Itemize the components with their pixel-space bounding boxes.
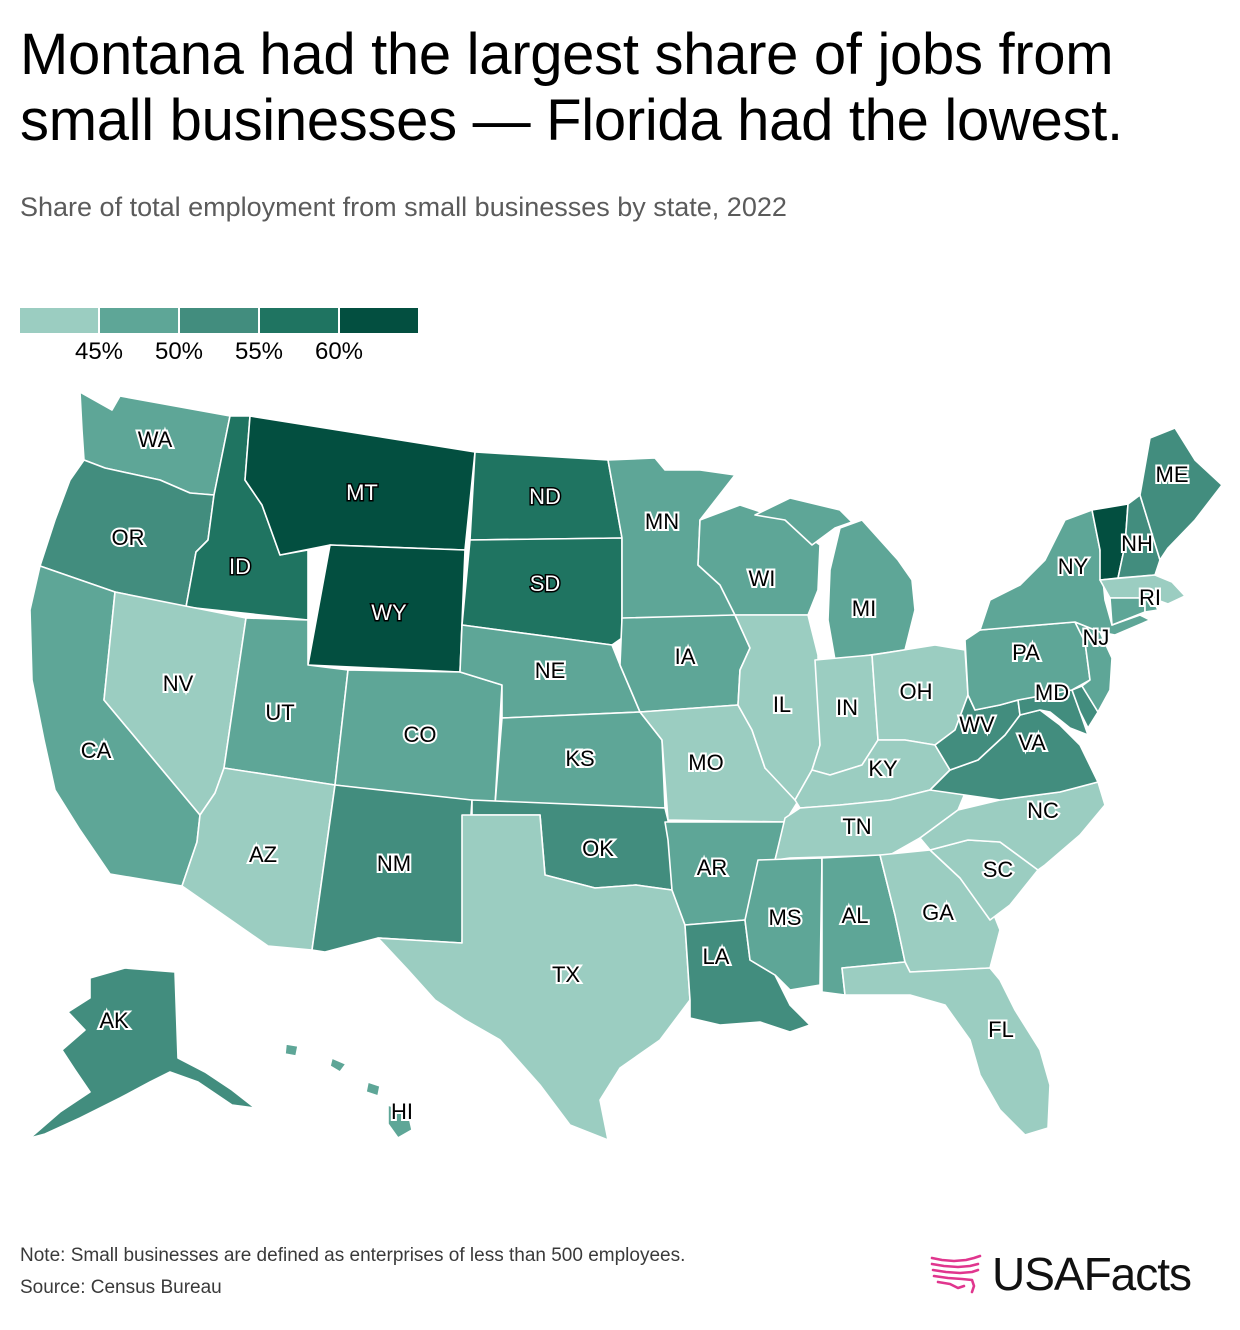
- state-hi-island-oahu[interactable]: [329, 1057, 347, 1073]
- label-ga: GA: [922, 900, 954, 925]
- us-states-choropleth-map: WA OR CA ID NV MT WY UT AZ CO NM ND SD N…: [29, 391, 1223, 1141]
- usafacts-logo[interactable]: USAFacts: [928, 1248, 1192, 1300]
- state-ks[interactable]: [494, 711, 666, 809]
- label-wv: WV: [959, 712, 995, 737]
- label-sc: SC: [983, 857, 1014, 882]
- label-ms: MS: [769, 905, 802, 930]
- label-mt: MT: [346, 480, 378, 505]
- label-nc: NC: [1027, 798, 1059, 823]
- label-va: VA: [1018, 730, 1046, 755]
- state-hi-island-kauai[interactable]: [284, 1043, 299, 1057]
- title-line-1: Montana had the largest share of jobs fr…: [20, 22, 1114, 87]
- legend-swatch-2: [100, 308, 178, 333]
- state-fl[interactable]: [841, 961, 1051, 1136]
- state-tx[interactable]: [377, 814, 691, 1141]
- label-in: IN: [836, 695, 858, 720]
- label-ok: OK: [582, 836, 614, 861]
- label-la: LA: [703, 944, 730, 969]
- state-co[interactable]: [334, 669, 503, 806]
- label-or: OR: [112, 525, 145, 550]
- color-legend: 45% 50% 55% 60%: [20, 308, 420, 368]
- state-il[interactable]: [734, 614, 821, 801]
- label-wy: WY: [371, 600, 407, 625]
- legend-label-50: 50%: [154, 338, 204, 365]
- label-hi: HI: [391, 1099, 413, 1124]
- legend-label-45: 45%: [74, 338, 124, 365]
- label-tx: TX: [552, 962, 580, 987]
- label-il: IL: [773, 692, 791, 717]
- label-pa: PA: [1012, 640, 1040, 665]
- footer-source: Source: Census Bureau: [20, 1277, 222, 1298]
- state-de[interactable]: [1071, 685, 1099, 729]
- label-ky: KY: [868, 756, 898, 781]
- label-ny: NY: [1058, 554, 1089, 579]
- legend-label-60: 60%: [314, 338, 364, 365]
- state-ak[interactable]: [29, 967, 256, 1139]
- label-co: CO: [404, 722, 437, 747]
- state-me[interactable]: [1139, 427, 1223, 561]
- label-me: ME: [1156, 462, 1189, 487]
- chart-subtitle: Share of total employment from small bus…: [20, 192, 787, 222]
- state-hi-island-maui[interactable]: [365, 1081, 381, 1097]
- label-mi: MI: [852, 596, 876, 621]
- logo-wordmark: USAFacts: [992, 1248, 1192, 1300]
- label-fl: FL: [988, 1017, 1014, 1042]
- title-line-2: small businesses — Florida had the lowes…: [20, 88, 1123, 153]
- label-nj: NJ: [1083, 625, 1110, 650]
- state-mi[interactable]: [827, 519, 916, 661]
- label-ak: AK: [99, 1008, 129, 1033]
- label-ne: NE: [535, 658, 566, 683]
- label-ut: UT: [265, 700, 294, 725]
- state-nj[interactable]: [1074, 621, 1113, 713]
- legend-swatch-3: [180, 308, 258, 333]
- footer-note: Note: Small businesses are defined as en…: [20, 1245, 686, 1266]
- label-ia: IA: [675, 644, 696, 669]
- label-mo: MO: [688, 750, 723, 775]
- state-ri[interactable]: [1144, 597, 1159, 613]
- legend-swatch-1: [20, 308, 98, 333]
- label-oh: OH: [900, 679, 933, 704]
- chart-title: Montana had the largest share of jobs fr…: [20, 22, 1220, 154]
- usa-map-outline-icon: [930, 1254, 982, 1294]
- label-ar: AR: [697, 855, 728, 880]
- label-md: MD: [1035, 680, 1069, 705]
- label-nv: NV: [163, 671, 194, 696]
- label-ri: RI: [1139, 585, 1161, 610]
- label-ks: KS: [565, 746, 594, 771]
- state-mi-upper[interactable]: [754, 497, 853, 546]
- label-nm: NM: [377, 851, 411, 876]
- label-wi: WI: [749, 566, 776, 591]
- label-tn: TN: [842, 814, 871, 839]
- label-nd: ND: [529, 484, 561, 509]
- legend-swatch-5: [340, 308, 418, 333]
- footer: Note: Small businesses are defined as en…: [20, 1240, 685, 1304]
- state-hi[interactable]: [387, 1104, 413, 1139]
- state-ny[interactable]: [979, 509, 1151, 636]
- label-ca: CA: [81, 738, 112, 763]
- label-id: ID: [229, 554, 251, 579]
- label-mn: MN: [645, 509, 679, 534]
- label-wa: WA: [138, 427, 173, 452]
- legend-label-55: 55%: [234, 338, 284, 365]
- label-az: AZ: [249, 842, 277, 867]
- label-sd: SD: [530, 571, 561, 596]
- legend-swatch-4: [260, 308, 338, 333]
- label-al: AL: [842, 903, 869, 928]
- label-nh: NH: [1121, 531, 1153, 556]
- state-sd[interactable]: [461, 537, 623, 646]
